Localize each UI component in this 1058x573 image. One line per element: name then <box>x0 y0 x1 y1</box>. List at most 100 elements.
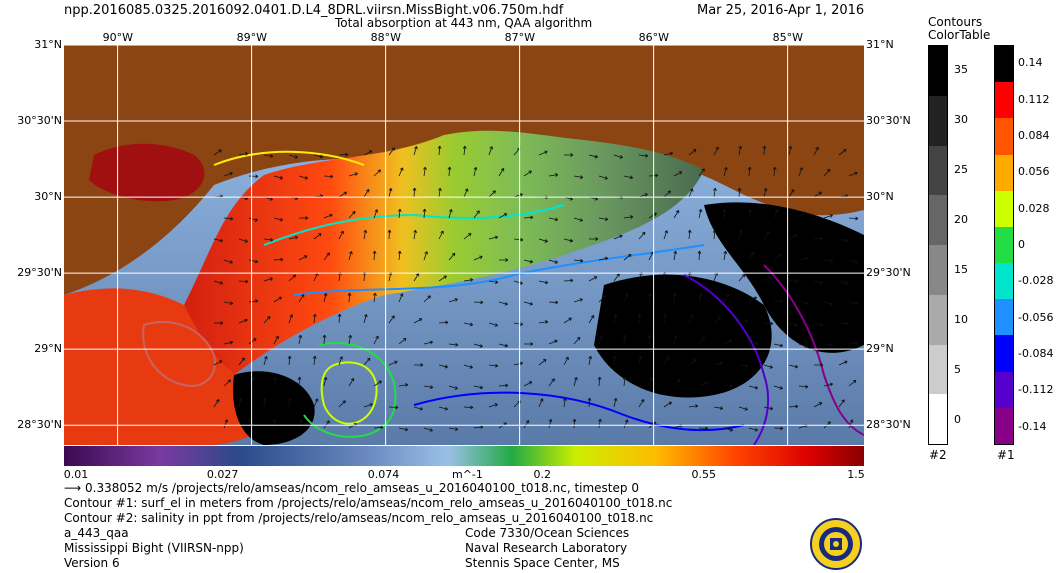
current-arrow <box>798 167 804 177</box>
current-arrow <box>448 252 456 261</box>
current-arrow <box>223 379 232 387</box>
current-arrow <box>363 150 373 156</box>
bar1-label: #1 <box>997 448 1015 462</box>
current-arrow <box>498 258 509 262</box>
current-arrow <box>573 336 581 345</box>
current-arrow <box>838 149 847 156</box>
version-label: Version 6 <box>64 556 120 570</box>
current-arrow <box>573 298 583 303</box>
latitude-label: 30°30'N <box>17 114 62 128</box>
current-arrow <box>288 235 299 240</box>
current-arrow <box>463 405 474 410</box>
coastal-water <box>184 130 704 375</box>
current-arrow <box>463 322 474 327</box>
current-arrow <box>622 376 627 387</box>
current-arrow <box>248 338 257 345</box>
current-arrow <box>588 355 593 366</box>
current-arrow <box>298 294 305 303</box>
current-arrow <box>248 217 258 222</box>
current-arrow <box>287 355 292 366</box>
current-arrow <box>388 187 393 198</box>
current-arrow <box>323 213 333 219</box>
colorbar-unit: m^-1 <box>452 468 483 481</box>
current-arrow <box>638 231 646 240</box>
legend-tick-label: 0 <box>954 413 961 426</box>
legend-tick-label: 15 <box>954 263 968 276</box>
current-arrow <box>223 301 234 306</box>
current-arrow <box>612 355 617 366</box>
current-arrow <box>273 217 284 222</box>
current-arrow <box>413 318 423 324</box>
current-arrow <box>413 146 418 156</box>
legend-swatch <box>929 195 947 245</box>
current-arrow <box>848 259 858 264</box>
current-arrow <box>823 382 834 387</box>
current-arrow <box>673 335 678 345</box>
legend-tick-label: -0.112 <box>1018 383 1054 397</box>
current-arrow <box>538 398 544 408</box>
map-subtitle: Total absorption at 443 nm, QAA algorith… <box>335 16 593 30</box>
current-arrow <box>323 420 330 429</box>
current-arrow <box>688 314 694 324</box>
current-arrow <box>263 315 271 324</box>
current-arrow <box>348 251 353 261</box>
current-arrow <box>848 419 854 429</box>
current-arrow <box>573 377 578 387</box>
current-arrow <box>688 359 697 366</box>
legend-swatch <box>995 226 1013 264</box>
current-arrow <box>623 215 634 219</box>
current-arrow <box>438 230 444 240</box>
legend-tick-label: 0.112 <box>1018 92 1050 106</box>
current-arrow <box>573 217 583 222</box>
current-arrow <box>548 339 558 345</box>
current-arrow <box>813 280 824 285</box>
current-arrow <box>788 364 799 369</box>
current-arrow <box>523 420 530 429</box>
current-arrow <box>488 235 499 240</box>
current-arrow <box>498 343 509 348</box>
current-arrow <box>262 397 267 408</box>
vector-note: ⟶ 0.338052 m/s /projects/relo/amseas/nco… <box>64 481 639 495</box>
current-arrow <box>398 337 407 345</box>
current-arrow <box>598 217 609 221</box>
current-arrow <box>738 406 748 411</box>
legend-tick-label: -0.056 <box>1018 310 1054 324</box>
legend-tick-label: -0.028 <box>1018 274 1054 288</box>
colorbar-tick-label: 0.2 <box>533 468 552 481</box>
current-arrow <box>548 259 558 264</box>
longitude-label: 88°W <box>370 31 401 44</box>
current-arrow <box>463 188 469 198</box>
current-arrow <box>723 167 728 177</box>
current-arrow <box>638 355 643 366</box>
legend-swatch <box>995 190 1013 227</box>
current-arrow <box>272 418 277 429</box>
current-arrow <box>763 187 768 198</box>
latitude-label: 31°N <box>866 38 894 51</box>
current-arrow <box>348 172 358 177</box>
nrl-seal-icon <box>810 518 862 570</box>
current-arrow <box>398 383 409 387</box>
current-arrow <box>388 147 395 156</box>
current-arrow <box>238 152 249 156</box>
legend-swatch <box>995 263 1013 300</box>
current-arrow <box>338 230 344 240</box>
current-arrow <box>773 343 784 348</box>
current-arrow <box>423 295 431 303</box>
current-arrow <box>838 280 848 285</box>
current-arrow <box>523 301 533 306</box>
current-arrow <box>663 313 667 324</box>
current-arrow <box>463 232 472 240</box>
current-arrow <box>387 229 392 240</box>
current-arrow <box>238 357 245 366</box>
current-arrow <box>422 208 427 219</box>
current-arrow <box>248 174 259 179</box>
current-arrow <box>737 187 742 198</box>
legend-swatch <box>929 145 947 196</box>
current-arrow <box>363 189 370 198</box>
current-arrow <box>247 418 252 429</box>
current-arrow <box>823 258 834 263</box>
current-arrow <box>848 379 857 387</box>
current-arrow <box>473 385 484 390</box>
current-arrow <box>838 238 849 243</box>
current-arrow <box>313 233 322 240</box>
